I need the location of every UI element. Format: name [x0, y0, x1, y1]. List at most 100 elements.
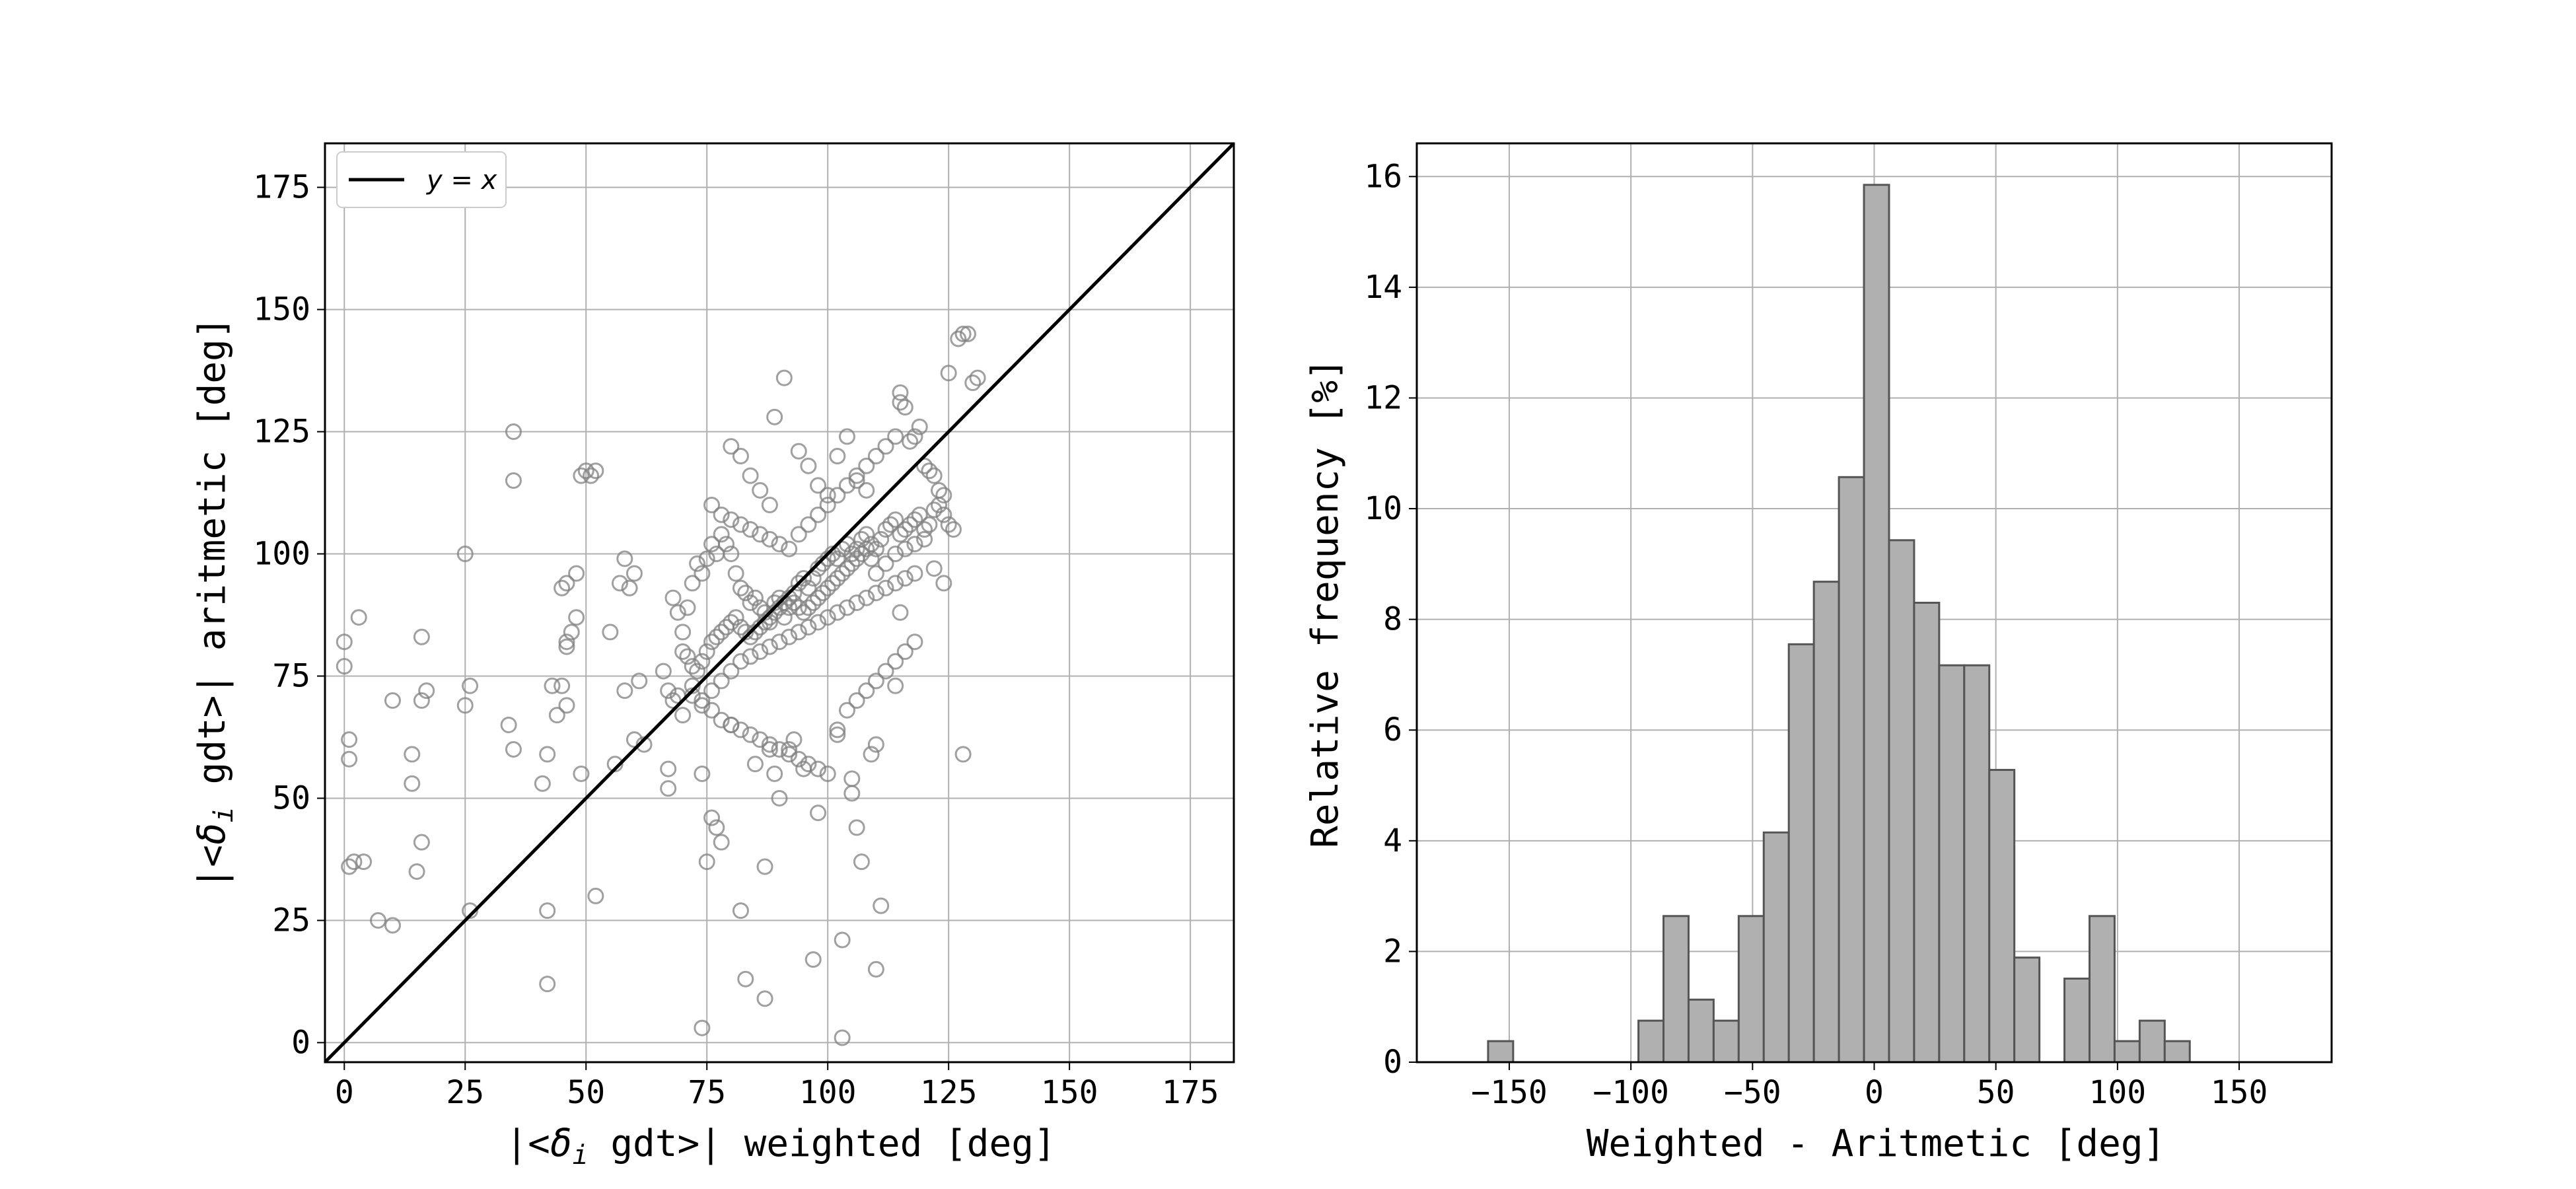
scatter-point: [805, 570, 822, 587]
scatter-point: [800, 756, 817, 773]
scatter-point: [732, 618, 749, 635]
scatter-point: [906, 428, 923, 445]
scatter-point: [810, 560, 827, 577]
scatter-point: [838, 428, 855, 445]
scatter-point: [795, 760, 812, 777]
histogram-bar: [2113, 1040, 2141, 1063]
scatter-point: [413, 834, 430, 851]
scatter-point: [790, 526, 807, 543]
histogram-bar: [1812, 581, 1840, 1063]
scatter-point: [785, 594, 803, 611]
scatter-point: [669, 604, 686, 621]
scatter-point: [790, 443, 807, 460]
scatter-point: [790, 624, 807, 641]
scatter-point: [867, 672, 884, 690]
scatter-point: [848, 540, 865, 558]
scatter-y-tick-label: 125: [253, 414, 310, 450]
scatter-point: [563, 624, 580, 641]
scatter-point: [810, 805, 827, 822]
scatter-point: [694, 653, 711, 670]
histogram-y-tick-label: 16: [1364, 158, 1402, 195]
scatter-point: [834, 565, 851, 582]
histogram-x-tick-label: 50: [1977, 1074, 2015, 1111]
scatter-point: [587, 462, 604, 480]
scatter-point: [732, 448, 749, 465]
scatter-point: [969, 369, 986, 386]
scatter-point: [863, 746, 880, 763]
scatter-point: [456, 546, 474, 563]
scatter-point: [456, 697, 474, 714]
scatter-point: [752, 482, 769, 499]
scatter-point: [800, 516, 817, 533]
scatter-point: [838, 599, 855, 616]
scatter-point: [723, 546, 740, 563]
scatter-point: [858, 540, 875, 558]
scatter-point: [626, 731, 643, 748]
scatter-point: [887, 677, 904, 694]
histogram-bar: [1838, 476, 1865, 1063]
scatter-point: [954, 326, 972, 343]
scatter-x-tick-label: 0: [335, 1074, 354, 1111]
scatter-point: [404, 746, 421, 763]
scatter-point: [873, 897, 890, 914]
scatter-point: [462, 677, 479, 694]
scatter-point: [810, 589, 827, 606]
histogram-bar: [1712, 1019, 1740, 1063]
scatter-point: [921, 462, 938, 480]
scatter-point: [810, 477, 827, 494]
scatter-point: [858, 457, 875, 474]
legend-label: y = x: [426, 165, 497, 196]
scatter-point: [892, 604, 909, 621]
scatter-point: [732, 902, 749, 919]
scatter-point: [906, 565, 923, 582]
scatter-point: [679, 599, 696, 616]
scatter-point: [539, 902, 556, 919]
scatter-point: [829, 726, 846, 743]
scatter-point: [771, 599, 788, 616]
scatter-y-tick-label: 100: [253, 536, 310, 573]
scatter-point: [742, 594, 759, 611]
scatter-point: [737, 970, 754, 988]
scatter-point: [674, 707, 692, 724]
scatter-point: [689, 555, 706, 572]
scatter-point: [708, 628, 725, 645]
scatter-point: [819, 550, 836, 567]
scatter-point: [916, 457, 933, 474]
scatter-point: [867, 565, 884, 582]
histogram-bar: [1888, 539, 1915, 1063]
scatter-point: [829, 570, 846, 587]
histogram-bar: [2088, 915, 2116, 1063]
scatter-point: [752, 731, 769, 748]
scatter-point: [694, 692, 711, 709]
scatter-point: [775, 369, 793, 386]
histogram-bar: [1963, 664, 1991, 1063]
scatter-point: [723, 438, 740, 455]
scatter-point: [345, 853, 363, 871]
scatter-point: [558, 633, 575, 651]
scatter-point: [925, 467, 943, 484]
histogram-x-tick-label: −100: [1592, 1074, 1669, 1111]
scatter-point: [611, 575, 628, 592]
scatter-point: [790, 575, 807, 592]
histogram-bar: [2163, 1040, 2191, 1063]
scatter-point: [732, 579, 749, 596]
scatter-point: [819, 497, 836, 514]
scatter-point: [577, 462, 594, 480]
scatter-point: [877, 579, 894, 596]
scatter-point: [785, 585, 803, 602]
scatter-point: [761, 609, 778, 626]
scatter-point: [896, 570, 913, 587]
scatter-point: [819, 579, 836, 596]
scatter-y-tick-label: 150: [253, 291, 310, 328]
scatter-point: [606, 756, 624, 773]
scatter-point: [781, 599, 798, 616]
scatter-point: [341, 858, 358, 875]
scatter-point: [660, 780, 677, 797]
scatter-point: [867, 736, 884, 753]
histogram-x-tick-label: 100: [2089, 1074, 2146, 1111]
scatter-y-tick-label: 50: [272, 779, 310, 816]
scatter-x-tick-label: 75: [688, 1074, 726, 1111]
scatter-point: [834, 1029, 851, 1046]
scatter-point: [940, 365, 957, 382]
scatter-ticks: 0 25 50 75 100 125 150 175 0 25 50 75 100 125 150 175: [253, 169, 1219, 1111]
